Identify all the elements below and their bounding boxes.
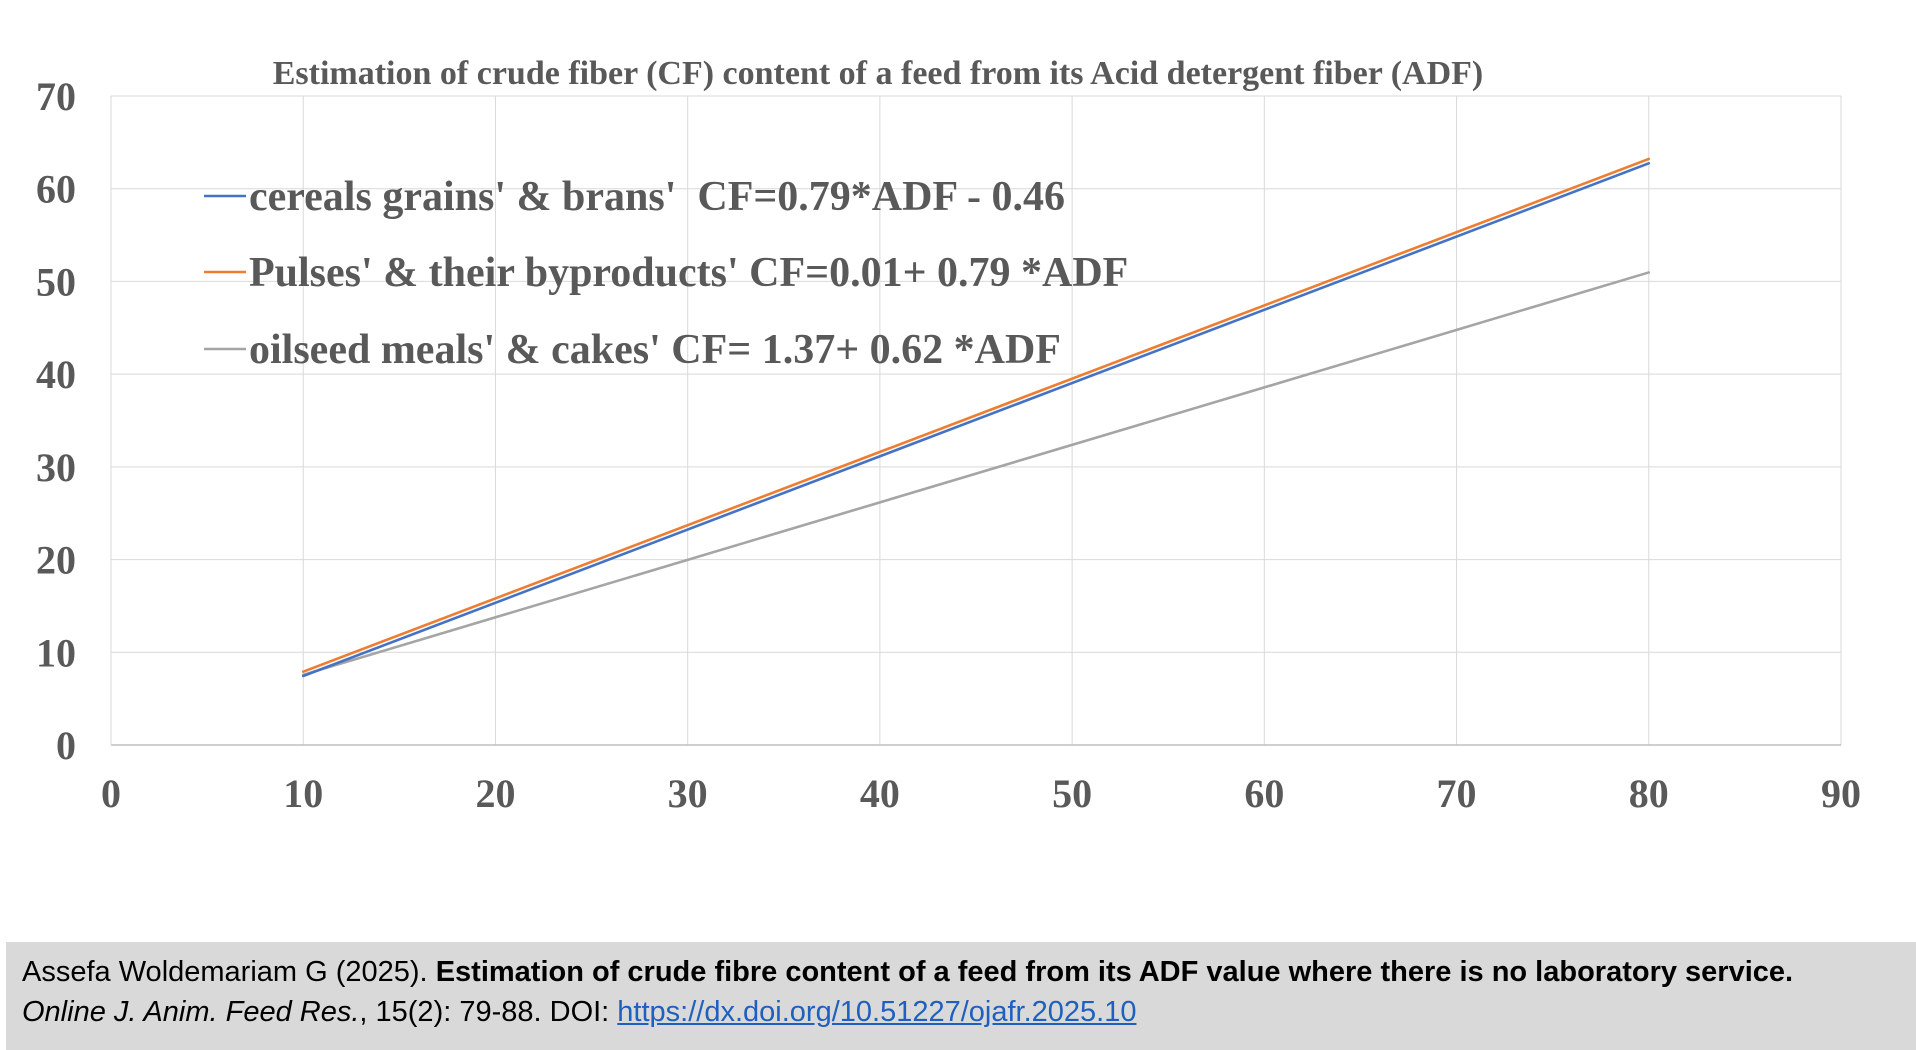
y-tick-label-5: 50 [36, 259, 76, 304]
x-tick-label-5: 50 [1052, 771, 1092, 816]
citation-author: Assefa Woldemariam G (2025). [22, 956, 436, 988]
citation-line-2: Online J. Anim. Feed Res., 15(2): 79-88.… [22, 992, 1916, 1032]
legend-label-0: cereals grains' & brans' CF=0.79*ADF - 0… [249, 174, 1065, 220]
doi-link[interactable]: https://dx.doi.org/10.51227/ojafr.2025.1… [617, 996, 1137, 1028]
citation-details: , 15(2): 79-88. DOI: [359, 996, 618, 1028]
tick-labels: 0 10 20 30 40 50 60 70 80 90 0 10 20 30 40 50 60 70 [36, 74, 1861, 816]
y-tick-label-1: 10 [36, 630, 76, 675]
y-tick-label-6: 60 [36, 167, 76, 212]
series-line-2 [301, 271, 1651, 677]
legend: cereals grains' & brans' CF=0.79*ADF - 0… [204, 174, 1128, 373]
y-tick-label-7: 70 [36, 74, 76, 119]
citation-article-title: Estimation of crude fibre content of a f… [435, 956, 1794, 988]
series-line-1 [301, 157, 1651, 673]
axes [110, 96, 1841, 746]
x-tick-label-4: 40 [860, 771, 900, 816]
y-tick-label-3: 30 [36, 445, 76, 490]
chart-title: Estimation of crude fiber (CF) content o… [273, 55, 1484, 92]
legend-label-1: Pulses' & their byproducts' CF=0.01+ 0.7… [249, 250, 1128, 296]
x-tick-label-6: 60 [1244, 771, 1284, 816]
y-tick-label-0: 0 [56, 723, 76, 768]
citation-journal: Online J. Anim. Feed Res. [22, 996, 360, 1028]
citation-line-1: Assefa Woldemariam G (2025). Estimation … [22, 952, 1916, 992]
chart: 0 10 20 30 40 50 60 70 80 90 0 10 20 30 40 50 60 70 cerea… [36, 55, 1861, 816]
x-tick-label-2: 20 [475, 771, 515, 816]
y-tick-label-2: 20 [36, 538, 76, 583]
x-tick-label-8: 80 [1629, 771, 1669, 816]
series-line-0 [301, 162, 1651, 678]
x-tick-label-1: 10 [283, 771, 323, 816]
citation-footer: Assefa Woldemariam G (2025). Estimation … [6, 942, 1916, 1050]
x-tick-label-9: 90 [1821, 771, 1861, 816]
x-tick-label-3: 30 [668, 771, 708, 816]
x-tick-label-7: 70 [1437, 771, 1477, 816]
y-tick-label-4: 40 [36, 352, 76, 397]
series-lines [301, 157, 1651, 678]
legend-label-2: oilseed meals' & cakes' CF= 1.37+ 0.62 *… [249, 327, 1061, 373]
gridlines [111, 95, 1842, 745]
x-tick-label-0: 0 [101, 771, 121, 816]
